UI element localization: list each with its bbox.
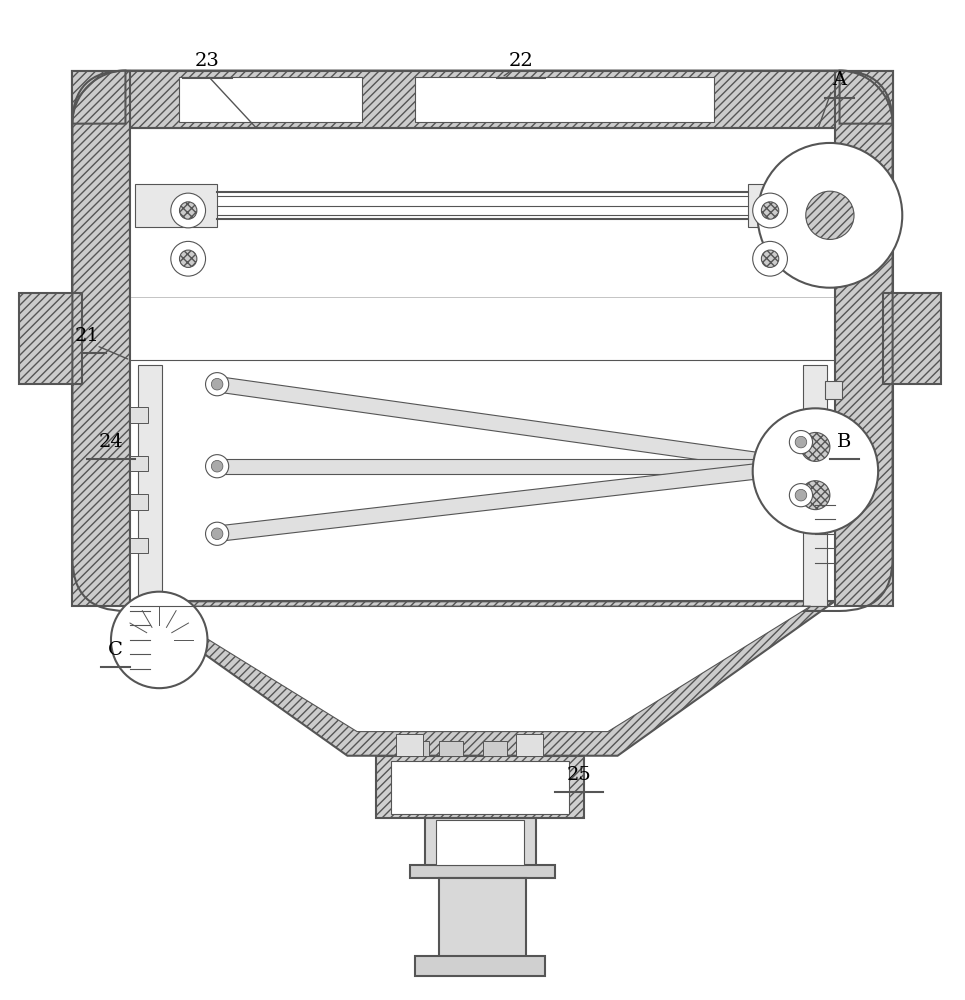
Polygon shape: [216, 377, 802, 474]
Circle shape: [171, 193, 206, 228]
Circle shape: [753, 241, 787, 276]
Wedge shape: [840, 71, 893, 124]
Bar: [803, 365, 828, 606]
Circle shape: [179, 250, 197, 267]
Text: A: A: [833, 71, 846, 89]
Text: 23: 23: [195, 52, 220, 70]
Bar: [130, 407, 148, 423]
Bar: [135, 184, 217, 227]
Polygon shape: [72, 71, 130, 606]
Circle shape: [171, 241, 206, 276]
Bar: [415, 77, 714, 122]
Bar: [825, 478, 842, 495]
Bar: [482, 741, 507, 756]
Circle shape: [806, 191, 854, 239]
Bar: [825, 381, 842, 399]
Polygon shape: [154, 606, 811, 732]
Polygon shape: [130, 601, 835, 756]
Circle shape: [801, 481, 830, 510]
Polygon shape: [217, 459, 801, 474]
Bar: [436, 820, 524, 865]
Circle shape: [753, 408, 878, 534]
Circle shape: [795, 489, 807, 501]
Circle shape: [211, 378, 223, 390]
Circle shape: [758, 143, 902, 288]
Bar: [439, 878, 526, 958]
Bar: [179, 77, 362, 122]
Bar: [130, 494, 148, 510]
Bar: [391, 761, 569, 814]
Circle shape: [179, 202, 197, 219]
Bar: [439, 741, 463, 756]
Bar: [130, 456, 148, 471]
Circle shape: [761, 202, 779, 219]
Bar: [396, 734, 423, 756]
Polygon shape: [216, 459, 802, 541]
Wedge shape: [72, 71, 125, 124]
Bar: [410, 865, 555, 878]
Text: C: C: [108, 641, 124, 659]
Text: 25: 25: [566, 766, 592, 784]
Text: 21: 21: [74, 327, 99, 345]
Circle shape: [789, 484, 813, 507]
Text: 22: 22: [509, 52, 534, 70]
Bar: [130, 538, 148, 553]
Circle shape: [111, 592, 207, 688]
Bar: [516, 734, 543, 756]
Circle shape: [789, 431, 813, 454]
Circle shape: [761, 250, 779, 267]
Polygon shape: [883, 293, 941, 384]
Text: 24: 24: [98, 433, 124, 451]
Circle shape: [211, 460, 223, 472]
Bar: [415, 956, 545, 976]
Circle shape: [206, 522, 229, 545]
Polygon shape: [19, 293, 82, 384]
Circle shape: [211, 528, 223, 540]
Bar: [130, 128, 835, 601]
Circle shape: [206, 373, 229, 396]
Bar: [376, 756, 584, 818]
Circle shape: [801, 432, 830, 461]
Bar: [137, 365, 161, 635]
Circle shape: [795, 436, 807, 448]
Polygon shape: [72, 71, 893, 128]
Circle shape: [206, 455, 229, 478]
Polygon shape: [835, 71, 893, 606]
Bar: [748, 184, 830, 227]
Bar: [425, 818, 536, 867]
Bar: [405, 741, 429, 756]
Text: B: B: [838, 433, 851, 451]
Circle shape: [753, 193, 787, 228]
